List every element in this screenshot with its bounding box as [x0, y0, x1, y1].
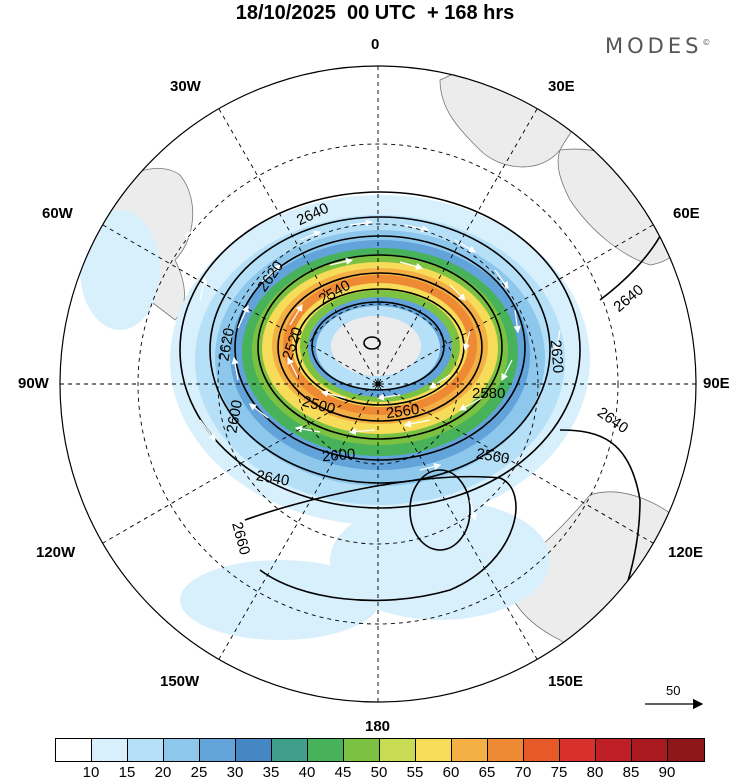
colorbar-tick-label: 85: [622, 764, 640, 781]
lon-label-150w: 150W: [160, 673, 200, 690]
lon-label-150e: 150E: [548, 673, 584, 690]
colorbar-tick-label: 45: [334, 764, 352, 781]
contour-label: 2600: [321, 445, 357, 466]
colorbar-swatch: [560, 739, 596, 761]
colorbar-swatch: [308, 739, 344, 761]
colorbar-tick-label: 60: [442, 764, 460, 781]
colorbar-swatch: [236, 739, 272, 761]
lon-label-30e: 30E: [548, 78, 575, 95]
colorbar-swatch: [488, 739, 524, 761]
colorbar-swatch: [524, 739, 560, 761]
lon-label-180: 180: [365, 718, 391, 735]
colorbar-swatch: [416, 739, 452, 761]
colorbar-tick-label: 65: [478, 764, 496, 781]
lon-label-120e: 120E: [668, 544, 704, 561]
colorbar-swatch: [272, 739, 308, 761]
wind-vectors: [179, 219, 561, 522]
colorbar-tick-label: 35: [262, 764, 280, 781]
colorbar-tick-label: 40: [298, 764, 316, 781]
colorbar-tick-label: 55: [406, 764, 424, 781]
map-title: 18/10/2025 00 UTC + 168 hrs: [235, 2, 515, 24]
contour-label: 2580: [472, 385, 506, 402]
vector-scale-label: 50: [666, 683, 681, 698]
map-boundary: [59, 65, 697, 703]
contour-label: 2620: [546, 339, 567, 374]
colorbar-swatch: [128, 739, 164, 761]
colorbar-swatch: [632, 739, 668, 761]
colorbar-tick-label: 10: [82, 764, 100, 781]
lon-label-60w: 60W: [42, 205, 73, 222]
colorbar-tick-label: 75: [550, 764, 568, 781]
colorbar-swatch: [668, 739, 704, 761]
colorbar-tick-label: 70: [514, 764, 532, 781]
lon-label-60e: 60E: [673, 205, 700, 222]
colorbar-tick-label: 80: [586, 764, 604, 781]
pole-marker: [375, 381, 381, 387]
brand-logo: MODES©: [605, 34, 711, 58]
colorbar-swatch: [92, 739, 128, 761]
colorbar-swatch: [344, 739, 380, 761]
colorbar-tick-label: 20: [154, 764, 172, 781]
colorbar-swatch: [200, 739, 236, 761]
colorbar: [55, 738, 705, 762]
colorbar-swatch: [164, 739, 200, 761]
colorbar-tick-label: 30: [226, 764, 244, 781]
lon-label-120w: 120W: [36, 544, 76, 561]
colorbar-tick-label: 15: [118, 764, 136, 781]
lon-label-90e: 90E: [703, 375, 730, 392]
colorbar-tick-label: 90: [658, 764, 676, 781]
colorbar-swatch: [596, 739, 632, 761]
colorbar-swatch: [56, 739, 92, 761]
colorbar-tick-label: 25: [190, 764, 208, 781]
lon-label-0: 0: [371, 36, 380, 53]
graticule: [60, 66, 696, 702]
colorbar-tick-label: 50: [370, 764, 388, 781]
lon-label-30w: 30W: [170, 78, 201, 95]
colorbar-swatch: [452, 739, 488, 761]
colorbar-swatch: [380, 739, 416, 761]
lon-label-90w: 90W: [18, 375, 49, 392]
